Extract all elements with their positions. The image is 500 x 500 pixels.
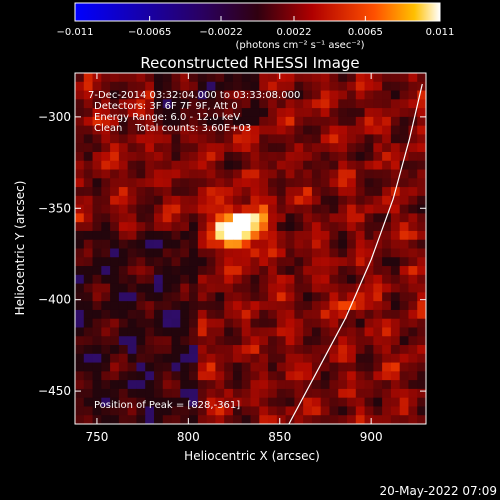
y-tick-label: −400: [38, 293, 71, 307]
y-tick-label: −450: [38, 384, 71, 398]
footer-timestamp: 20-May-2022 07:09: [380, 484, 497, 498]
plot-frame: [74, 72, 427, 425]
colorbar-tick-label: −0.011: [56, 27, 93, 38]
colorbar-tick-label: 0.011: [426, 27, 455, 38]
x-tick-label: 750: [85, 430, 108, 444]
colorbar-label: (photons cm⁻² s⁻¹ asec⁻²): [235, 40, 364, 51]
heatmap-image: [75, 73, 426, 424]
colorbar-tick-label: 0.0065: [348, 27, 383, 38]
chart-title: Reconstructed RHESSI Image: [140, 54, 359, 72]
x-tick-label: 850: [268, 430, 291, 444]
y-axis-label: Heliocentric Y (arcsec): [13, 181, 27, 316]
colorbar: [74, 2, 441, 22]
x-tick-label: 900: [360, 430, 383, 444]
annotation-peak-position: Position of Peak = [828,-361]: [94, 400, 240, 411]
colorbar-ticks: −0.011 −0.0065 −0.0022 0.0022 0.0065 0.011: [56, 16, 454, 38]
colorbar-tick-label: −0.0065: [128, 27, 171, 38]
y-tick-label: −300: [38, 110, 71, 124]
annotation-time-range: 7-Dec-2014 03:32:04.000 to 03:33:08.000: [88, 90, 300, 101]
x-axis-label: Heliocentric X (arcsec): [184, 449, 320, 463]
y-tick-label: −350: [38, 201, 71, 215]
colorbar-tick-label: 0.0022: [277, 27, 312, 38]
colorbar-tick-label: −0.0022: [199, 27, 242, 38]
annotation-clean-counts: Clean Total counts: 3.60E+03: [94, 123, 251, 134]
annotation-energy-range: Energy Range: 6.0 - 12.0 keV: [94, 112, 240, 123]
annotation-detectors: Detectors: 3F 6F 7F 9F, Att 0: [94, 101, 238, 112]
axis-ticks: 750 800 850 900 −300 −350 −400 −450: [38, 73, 426, 444]
solar-limb-curve: [288, 83, 423, 424]
x-tick-label: 800: [177, 430, 200, 444]
